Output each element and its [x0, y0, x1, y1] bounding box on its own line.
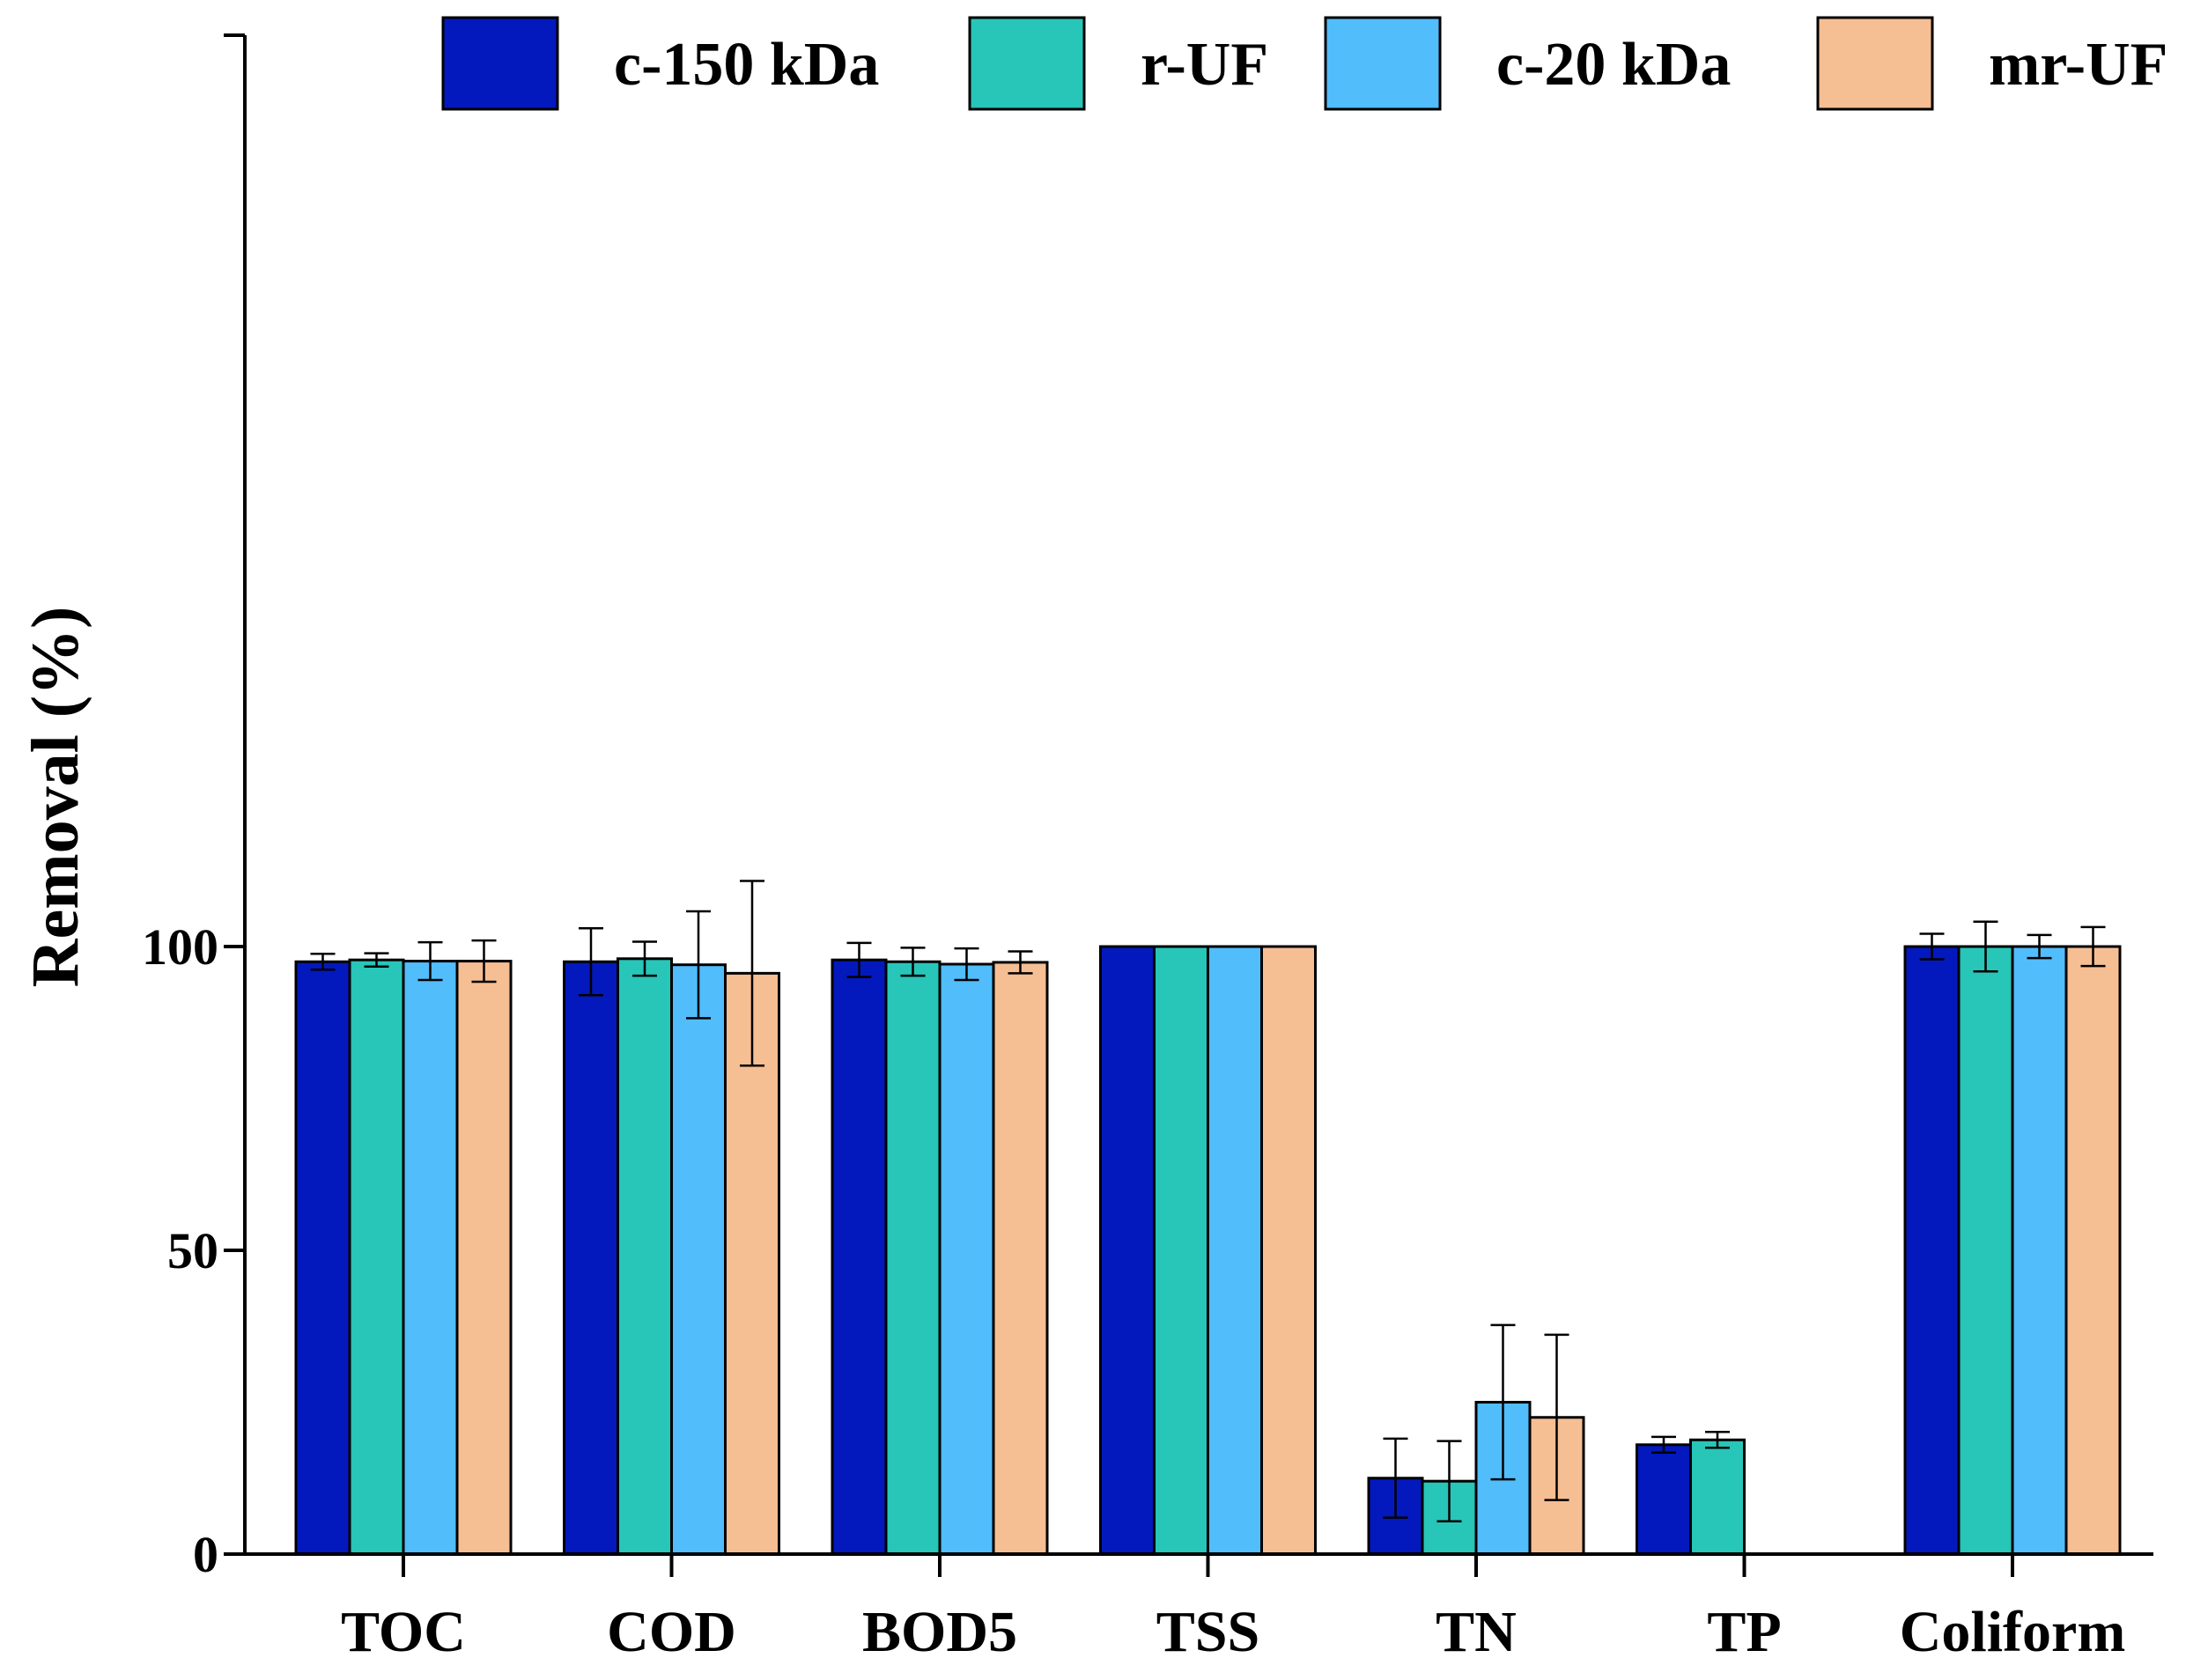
- x-tick-label: BOD5: [862, 1600, 1017, 1664]
- legend-swatch-3: [1816, 16, 1934, 111]
- legend-label-1: r-UF: [1141, 31, 1268, 99]
- bar-tp-1: [1689, 1438, 1746, 1556]
- bar-bod5-1: [884, 960, 942, 1556]
- bar-coliform-1: [1957, 945, 2014, 1556]
- y-tick-label: 0: [193, 1526, 218, 1583]
- bar-bod5-3: [992, 961, 1049, 1556]
- bar-coliform-3: [2064, 945, 2122, 1556]
- bar-tp-0: [1636, 1443, 1692, 1556]
- x-tick-label: TOC: [341, 1600, 466, 1664]
- legend-label-0: c-150 kDa: [614, 31, 879, 99]
- bar-bod5-0: [831, 958, 888, 1556]
- bars-group: [294, 945, 2122, 1556]
- bar-tss-2: [1207, 945, 1263, 1556]
- bar-cod-0: [563, 960, 619, 1556]
- bar-toc-0: [294, 960, 351, 1556]
- y-axis-title: Removal (%): [18, 607, 92, 988]
- bar-tss-3: [1260, 945, 1317, 1556]
- x-tick-label: Coliform: [1900, 1600, 2126, 1664]
- legend-label-3: mr-UF: [1989, 31, 2167, 99]
- y-tick-label: 50: [167, 1222, 218, 1279]
- legend-label-2: c-20 kDa: [1496, 31, 1731, 99]
- legend-swatch-2: [1324, 16, 1442, 111]
- bar-cod-1: [617, 957, 673, 1556]
- legend: c-150 kDa r-UF c-20 kDa mr-UF: [441, 16, 2167, 111]
- bar-toc-3: [455, 960, 513, 1556]
- legend-swatch-1: [968, 16, 1086, 111]
- axes-group: TOC COD BOD5 TSS TN TP Coliform 0 50 100: [142, 33, 2153, 1664]
- bar-tss-1: [1153, 945, 1209, 1556]
- y-tick-label: 100: [142, 918, 218, 976]
- bar-coliform-2: [2011, 945, 2068, 1556]
- x-tick-label: TP: [1707, 1600, 1781, 1664]
- x-tick-label: TSS: [1156, 1600, 1259, 1664]
- bar-cod-3: [724, 971, 780, 1556]
- error-bars-group: [310, 880, 2106, 1522]
- x-tick-label: TN: [1436, 1600, 1517, 1664]
- x-tick-label: COD: [607, 1600, 736, 1664]
- bar-toc-2: [402, 960, 459, 1556]
- bar-tss-0: [1099, 945, 1156, 1556]
- bar-coliform-0: [1903, 945, 1961, 1556]
- bar-cod-2: [670, 963, 727, 1556]
- legend-swatch-0: [441, 16, 559, 111]
- bar-bod5-2: [938, 962, 995, 1556]
- bar-toc-1: [348, 958, 405, 1556]
